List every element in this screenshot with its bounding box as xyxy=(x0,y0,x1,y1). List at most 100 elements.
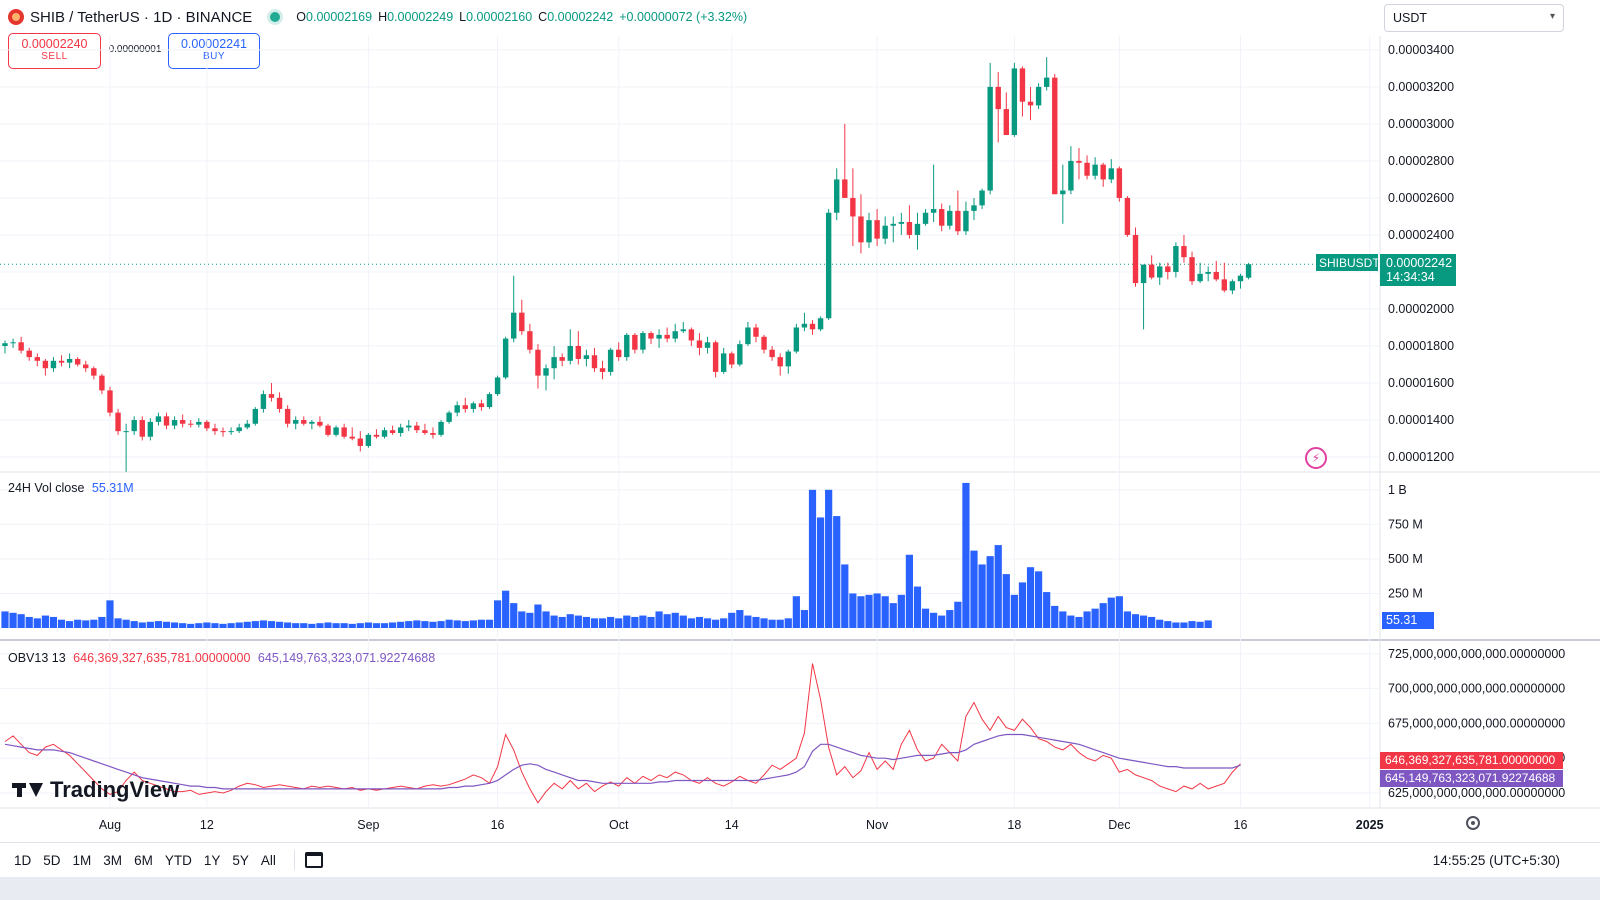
obv-ma-value: 645,149,763,323,071.92274688 xyxy=(257,651,436,665)
buy-price: 0.00002241 xyxy=(180,37,248,51)
sell-button[interactable]: 0.00002240 SELL xyxy=(8,33,101,69)
calendar-icon[interactable] xyxy=(304,852,323,868)
volume-bar xyxy=(235,622,243,628)
volume-bar xyxy=(66,621,74,628)
candle-body xyxy=(1011,68,1018,136)
candle-body xyxy=(672,331,678,339)
candle-body xyxy=(761,336,767,350)
volume-bar xyxy=(752,616,760,628)
volume-bar xyxy=(615,618,623,628)
volume-bar xyxy=(332,623,340,628)
candle-body xyxy=(2,343,8,346)
volume-bar xyxy=(679,615,687,628)
candle-body xyxy=(591,355,598,369)
gear-icon[interactable] xyxy=(1466,816,1480,830)
volume-bar xyxy=(1002,574,1010,628)
volume-bar xyxy=(841,564,849,628)
candle-body xyxy=(179,420,186,424)
volume-label: 24H Vol close xyxy=(8,481,85,495)
volume-bar xyxy=(542,611,550,628)
buy-button[interactable]: 0.00002241 BUY xyxy=(168,33,260,69)
volume-bar xyxy=(558,616,566,628)
volume-bar xyxy=(1026,567,1035,628)
candle-body xyxy=(842,179,848,198)
time-axis-label: 2025 xyxy=(1356,818,1384,832)
candle-body xyxy=(107,390,113,413)
candle-body xyxy=(83,364,89,369)
candle-body xyxy=(1068,160,1074,191)
volume-bar xyxy=(913,586,922,628)
time-axis-label: Dec xyxy=(1108,818,1130,832)
candle-body xyxy=(260,394,267,409)
volume-axis-label: 750 M xyxy=(1388,517,1423,531)
volume-bar xyxy=(978,564,986,628)
volume-bar xyxy=(1115,596,1123,628)
time-axis-label: Sep xyxy=(357,818,379,832)
candle-body xyxy=(858,216,864,243)
range-5y-button[interactable]: 5Y xyxy=(232,852,249,868)
range-1d-button[interactable]: 1D xyxy=(14,852,32,868)
candle-body xyxy=(834,179,840,213)
price-axis-label: 0.00002600 xyxy=(1388,191,1454,205)
candle-body xyxy=(745,327,751,345)
range-all-button[interactable]: All xyxy=(260,852,276,868)
volume-bar xyxy=(300,623,308,628)
candle-body xyxy=(1229,281,1236,291)
tradingview-logo[interactable]: TradingView xyxy=(12,777,179,803)
volume-bar xyxy=(728,612,736,628)
volume-bar xyxy=(720,618,728,628)
volume-bar xyxy=(1067,615,1075,628)
volume-bar xyxy=(1204,620,1212,628)
candle-body xyxy=(1197,273,1203,282)
range-6m-button[interactable]: 6M xyxy=(134,852,153,868)
time-axis-label: Oct xyxy=(609,818,629,832)
lightning-icon[interactable]: ⚡ xyxy=(1305,447,1327,469)
range-ytd-button[interactable]: YTD xyxy=(164,852,192,868)
volume-bar xyxy=(905,554,913,628)
volume-bar xyxy=(1180,622,1188,628)
candle-body xyxy=(874,220,880,239)
clock-display[interactable]: 14:55:25 (UTC+5:30) xyxy=(1432,853,1560,868)
candle-body xyxy=(1157,266,1163,278)
price-axis-label: 0.00002000 xyxy=(1388,302,1454,316)
candle-body xyxy=(567,346,573,361)
volume-bar xyxy=(146,621,154,628)
volume-bar xyxy=(1,611,9,628)
price-chart[interactable]: Aug 12 Sep 16 Oct 14 Nov 18 Dec 16 2025 0.00003400 0… xyxy=(0,0,1600,842)
bottom-strip xyxy=(0,877,1600,900)
candle-body xyxy=(333,427,339,435)
volume-bar xyxy=(663,614,671,628)
currency-select[interactable]: USDT ▾ xyxy=(1384,4,1564,32)
candle-body xyxy=(276,397,283,409)
volume-bar xyxy=(776,619,784,628)
volume-bar xyxy=(485,619,494,628)
volume-bar xyxy=(308,623,316,628)
candle-body xyxy=(511,312,517,339)
candle-body xyxy=(1189,257,1195,282)
symbol-title[interactable]: SHIB / TetherUS · 1D · BINANCE xyxy=(30,8,253,26)
candle-body xyxy=(357,438,363,446)
volume-bar xyxy=(187,623,195,628)
volume-bar xyxy=(380,623,389,628)
range-3m-button[interactable]: 3M xyxy=(103,852,123,868)
candle-body xyxy=(486,394,493,408)
candle-body xyxy=(519,312,525,332)
volume-bar xyxy=(211,623,219,628)
candle-body xyxy=(1205,271,1211,274)
range-1y-button[interactable]: 1Y xyxy=(203,852,221,868)
range-5d-button[interactable]: 5D xyxy=(43,852,61,868)
candle-body xyxy=(220,431,226,433)
volume-bar xyxy=(348,623,356,628)
volume-bar xyxy=(469,620,477,628)
volume-bar xyxy=(219,623,227,628)
time-axis-label: 12 xyxy=(200,818,214,832)
volume-bar xyxy=(1051,605,1059,628)
candle-body xyxy=(446,412,452,422)
candle-body xyxy=(947,210,953,226)
candle-body xyxy=(825,212,832,319)
range-1m-button[interactable]: 1M xyxy=(72,852,92,868)
volume-bar xyxy=(1164,621,1172,628)
candle-body xyxy=(777,357,783,367)
volume-bar xyxy=(106,600,114,628)
candle-body xyxy=(1140,264,1147,284)
